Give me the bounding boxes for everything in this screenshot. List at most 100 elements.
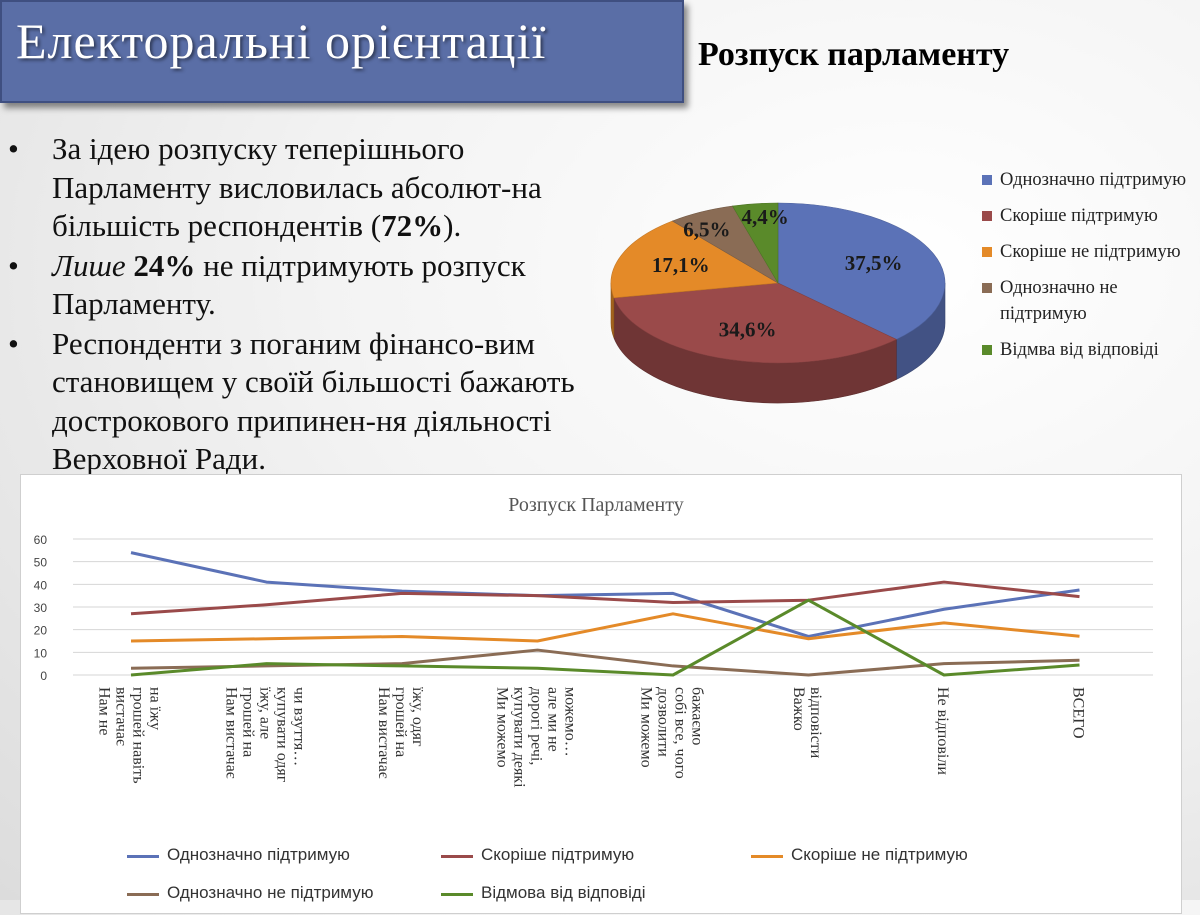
x-tick-label: Ми можемо дозволити собі все, чого бажаємо (638, 687, 706, 779)
bullet-text: не підтримують розпуск Парламенту. (52, 247, 526, 322)
svg-text:відповісти: відповісти (807, 687, 824, 759)
series-line (130, 580, 1080, 616)
pie-value-label: 6,5% (683, 217, 730, 241)
svg-text:але ми не: але ми не (545, 687, 562, 752)
line-legend-item: Відмова від відповіді (441, 883, 646, 903)
pie-legend-label: Скоріше підтримую (1000, 206, 1158, 226)
legend-line-swatch (441, 855, 473, 858)
pie-legend-label: Відмва від відповіді (1000, 340, 1159, 360)
legend-swatch (982, 247, 992, 257)
svg-text:купувати деякі: купувати деякі (511, 687, 528, 788)
series-line (130, 612, 1080, 643)
svg-text:ВСЕГО: ВСЕГО (1070, 687, 1087, 739)
svg-text:можемо…: можемо… (562, 687, 579, 757)
series-line (130, 648, 1080, 677)
x-tick-label: Нам вистачає грошей на їжу, але купувати од… (223, 687, 308, 783)
bullet-text: Респонденти з поганим фінансо-вим станов… (52, 325, 575, 477)
line-legend-item: Скоріше підтримую (441, 845, 634, 865)
y-tick-label: 60 (34, 533, 48, 547)
bullet-dot: • (8, 325, 19, 361)
svg-text:Не відповіли: Не відповіли (934, 687, 951, 775)
line-legend-label: Відмова від відповіді (481, 883, 646, 902)
line-chart-title: Розпуск Парламенту (508, 494, 683, 516)
bullet-item: • Респонденти з поганим фінансо-вим стано… (8, 325, 608, 479)
pie-slice (777, 202, 946, 340)
svg-text:їжу, одяг: їжу, одяг (409, 687, 426, 747)
svg-text:вистачає: вистачає (113, 687, 130, 746)
line-legend-label: Однозначно не підтримую (167, 883, 374, 902)
bullet-dot: • (8, 131, 19, 166)
legend-swatch (982, 211, 992, 221)
pie-legend-item: Скоріше підтримую (982, 203, 1192, 229)
svg-text:бажаємо: бажаємо (689, 687, 706, 745)
x-tick-label: Нам вистачає грошей на їжу, одяг (375, 687, 426, 779)
x-tick-label: Важко відповісти (790, 687, 824, 759)
svg-text:дозволити: дозволити (655, 687, 672, 757)
line-legend-item: Однозначно не підтримую (127, 883, 373, 903)
bullet-item: • За ідею розпуску теперішнього Парламент… (8, 130, 608, 246)
pie-slice (731, 202, 779, 285)
bullet-text: 72% (381, 208, 444, 243)
x-tick-label: ВСЕГО (1070, 687, 1087, 739)
svg-text:собі все, чого: собі все, чого (672, 687, 689, 779)
y-tick-label: 0 (40, 669, 47, 683)
svg-text:грошей на: грошей на (392, 687, 409, 757)
line-legend: Однозначно підтримую Скоріше підтримую Ско… (21, 475, 1183, 915)
line-chart-svg: Розпуск Парламенту 0 10 20 30 40 50 60 Нам не вис… (34, 494, 1153, 788)
pie-legend-label: Однозначно підтримую (1000, 170, 1187, 190)
svg-text:Нам вистачає: Нам вистачає (223, 687, 240, 779)
legend-swatch (982, 175, 992, 185)
series-line (130, 598, 1080, 677)
pie-legend-item: Скоріше не підтримую (982, 239, 1192, 265)
y-tick-label: 10 (34, 646, 48, 660)
title-banner: Електоральні орієнтації (0, 0, 684, 103)
legend-line-swatch (441, 893, 473, 896)
svg-text:грошей навіть: грошей навіть (130, 687, 147, 784)
pie-chart: 37,5% 34,6% 17,1% 6,5% 4,4% (600, 185, 960, 420)
svg-text:Нам вистачає: Нам вистачає (375, 687, 392, 779)
bullet-list: • За ідею розпуску теперішнього Парламент… (8, 130, 608, 480)
pie-value-label: 17,1% (652, 253, 710, 277)
legend-swatch (982, 283, 992, 293)
pie-legend-item: Однозначно підтримую (982, 167, 1192, 193)
line-chart-panel: Розпуск Парламенту 0 10 20 30 40 50 60 Нам не вис… (20, 474, 1182, 914)
svg-text:їжу, але: їжу, але (257, 687, 274, 739)
pie-chart-svg: 37,5% 34,6% 17,1% 6,5% 4,4% (610, 202, 946, 404)
bullet-text: За ідею розпуску теперішнього Парламенту… (52, 131, 542, 243)
line-legend-item: Скоріше не підтримую (751, 845, 968, 865)
series-line (130, 551, 1080, 638)
x-tick-label: Ми можемо купувати деякі дорогі речі, але м… (494, 687, 579, 788)
pie-slice (610, 220, 779, 299)
y-tick-label: 30 (34, 601, 48, 615)
svg-text:чи взуття…: чи взуття… (291, 687, 308, 766)
svg-text:на їжу: на їжу (147, 687, 164, 730)
pie-legend: Однозначно підтримую Скоріше підтримую Ско… (982, 167, 1192, 373)
bullet-item: • Лише 24% не підтримують розпуск Парламе… (8, 247, 608, 324)
pie-legend-item: Відмва від відповіді (982, 337, 1192, 363)
pie-value-label: 4,4% (742, 205, 789, 229)
pie-value-label: 37,5% (845, 251, 903, 275)
legend-line-swatch (127, 893, 159, 896)
line-legend-label: Скоріше не підтримую (791, 845, 968, 864)
svg-text:Нам не: Нам не (96, 687, 113, 735)
line-legend-item: Однозначно підтримую (127, 845, 350, 865)
svg-text:Ми можемо: Ми можемо (638, 687, 655, 768)
y-tick-label: 20 (34, 624, 48, 638)
svg-text:Ми можемо: Ми можемо (494, 687, 511, 768)
y-tick-label: 50 (34, 556, 48, 570)
pie-legend-label: Однозначно не підтримую (1000, 278, 1118, 324)
svg-text:грошей на: грошей на (240, 687, 257, 757)
bullet-text: Лише (52, 247, 134, 283)
x-tick-label: Нам не вистачає грошей навіть на їжу (96, 687, 164, 784)
bullet-text: 24% (133, 247, 196, 283)
bullet-dot: • (8, 247, 19, 283)
legend-line-swatch (751, 855, 783, 858)
svg-text:купувати одяг: купувати одяг (274, 687, 291, 783)
legend-swatch (982, 345, 992, 355)
page-title: Електоральні орієнтації (16, 13, 547, 69)
bullet-text: ). (443, 208, 462, 243)
x-tick-label: Не відповіли (934, 687, 951, 775)
svg-text:Важко: Важко (790, 687, 807, 731)
pie-legend-label: Скоріше не підтримую (1000, 242, 1181, 262)
line-legend-label: Однозначно підтримую (167, 845, 350, 864)
